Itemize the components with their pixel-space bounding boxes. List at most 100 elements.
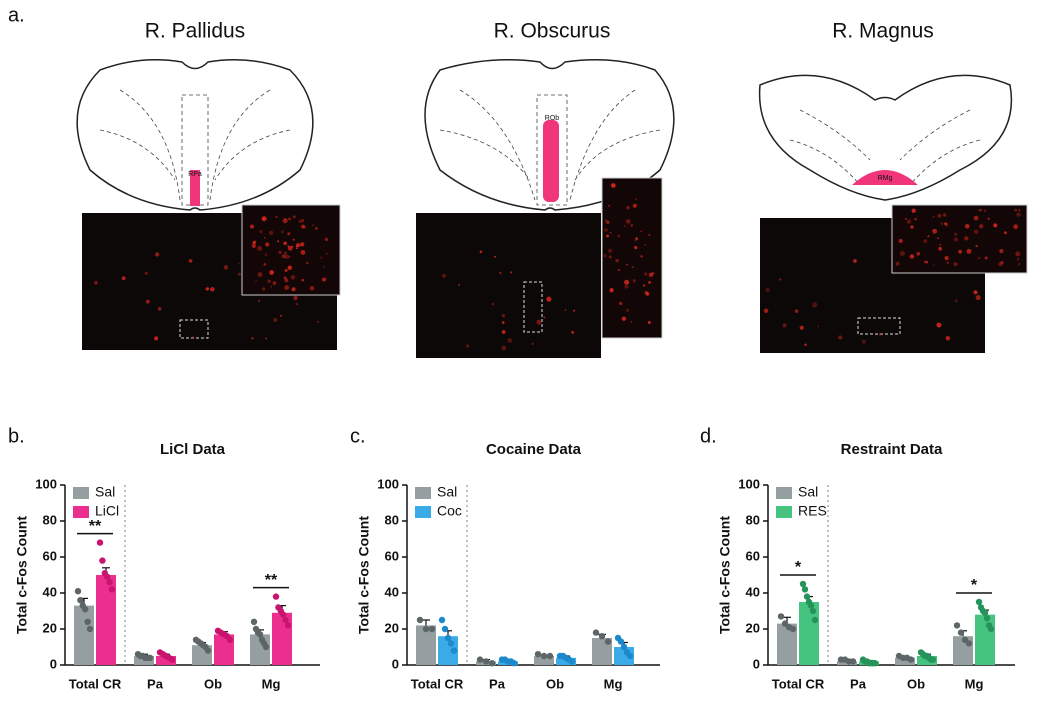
speck [608, 255, 612, 259]
y-tick-label: 0 [753, 656, 760, 671]
data-point [104, 573, 111, 580]
speck [259, 230, 263, 234]
speck [284, 252, 287, 254]
speck [635, 237, 638, 241]
data-point [983, 615, 991, 622]
speck [817, 325, 820, 328]
speck [964, 223, 970, 229]
x-tick-label: Pa [850, 676, 867, 691]
micrograph [416, 213, 601, 358]
speck [898, 238, 903, 244]
speck [251, 243, 256, 248]
speck [615, 258, 619, 263]
speck [501, 313, 506, 318]
speck [280, 230, 284, 234]
speck [494, 255, 497, 258]
speck [465, 344, 470, 348]
speck [262, 287, 266, 291]
speck [262, 216, 265, 219]
speck [940, 222, 944, 226]
speck [812, 302, 818, 308]
y-axis-label: Total c-Fos Count [356, 516, 372, 634]
region-label: RMg [878, 175, 893, 182]
speck [794, 309, 799, 313]
data-point [849, 658, 857, 665]
speck [251, 337, 254, 340]
data-point [488, 660, 496, 667]
data-point [799, 580, 807, 588]
speck [1016, 212, 1021, 217]
data-point [428, 625, 436, 633]
speck [457, 283, 461, 287]
speck [927, 235, 929, 238]
speck [635, 198, 637, 201]
speck [804, 343, 807, 347]
speck [210, 287, 215, 292]
data-point [438, 616, 446, 624]
speck [223, 265, 229, 270]
speck [946, 261, 949, 264]
data-point [510, 660, 518, 667]
y-tick-label: 40 [385, 584, 399, 599]
speck [953, 262, 958, 267]
speck [292, 238, 295, 241]
speck [293, 295, 298, 301]
y-tick-label: 0 [50, 656, 57, 671]
legend-label: Sal [798, 484, 818, 500]
speck [603, 254, 607, 258]
speck [546, 296, 552, 302]
data-point [108, 586, 116, 593]
speck [265, 337, 267, 340]
speck [939, 243, 942, 246]
chart-title: LiCl Data [160, 441, 226, 458]
speck [626, 219, 631, 224]
speck [906, 219, 912, 224]
speck [984, 209, 987, 212]
data-point [77, 597, 84, 604]
speck [944, 222, 947, 226]
data-point [74, 588, 82, 595]
speck [284, 254, 289, 259]
roi-box [179, 319, 209, 339]
speck [945, 335, 951, 341]
speck [280, 314, 283, 317]
data-point [272, 593, 280, 600]
data-point [811, 616, 819, 624]
speck [320, 256, 323, 259]
speck [144, 271, 148, 275]
speck [1015, 251, 1021, 257]
y-axis-label: Total c-Fos Count [717, 516, 733, 634]
speck [263, 263, 266, 266]
speck [799, 325, 804, 330]
bar [917, 656, 937, 665]
speck [958, 249, 962, 254]
data-point [99, 557, 106, 564]
y-tick-label: 100 [738, 476, 760, 491]
speck [265, 242, 270, 247]
speck [287, 232, 291, 236]
speck [281, 254, 286, 259]
speck [604, 219, 607, 222]
speck [895, 261, 900, 266]
speck [911, 208, 916, 213]
speck [290, 274, 296, 280]
speck [621, 316, 627, 321]
speck [300, 249, 306, 255]
y-axis-label: Total c-Fos Count [14, 516, 30, 634]
data-point [803, 593, 811, 600]
bar [74, 605, 94, 665]
speck [325, 252, 328, 255]
speck [258, 299, 261, 302]
speck [501, 345, 507, 351]
speck [499, 271, 502, 275]
speck [121, 276, 126, 281]
speck [296, 242, 301, 248]
speck [312, 224, 315, 227]
data-point [476, 656, 484, 663]
speck [626, 263, 628, 266]
speck [604, 228, 608, 232]
speck [272, 281, 277, 285]
speck [927, 235, 930, 238]
speck [284, 278, 289, 283]
